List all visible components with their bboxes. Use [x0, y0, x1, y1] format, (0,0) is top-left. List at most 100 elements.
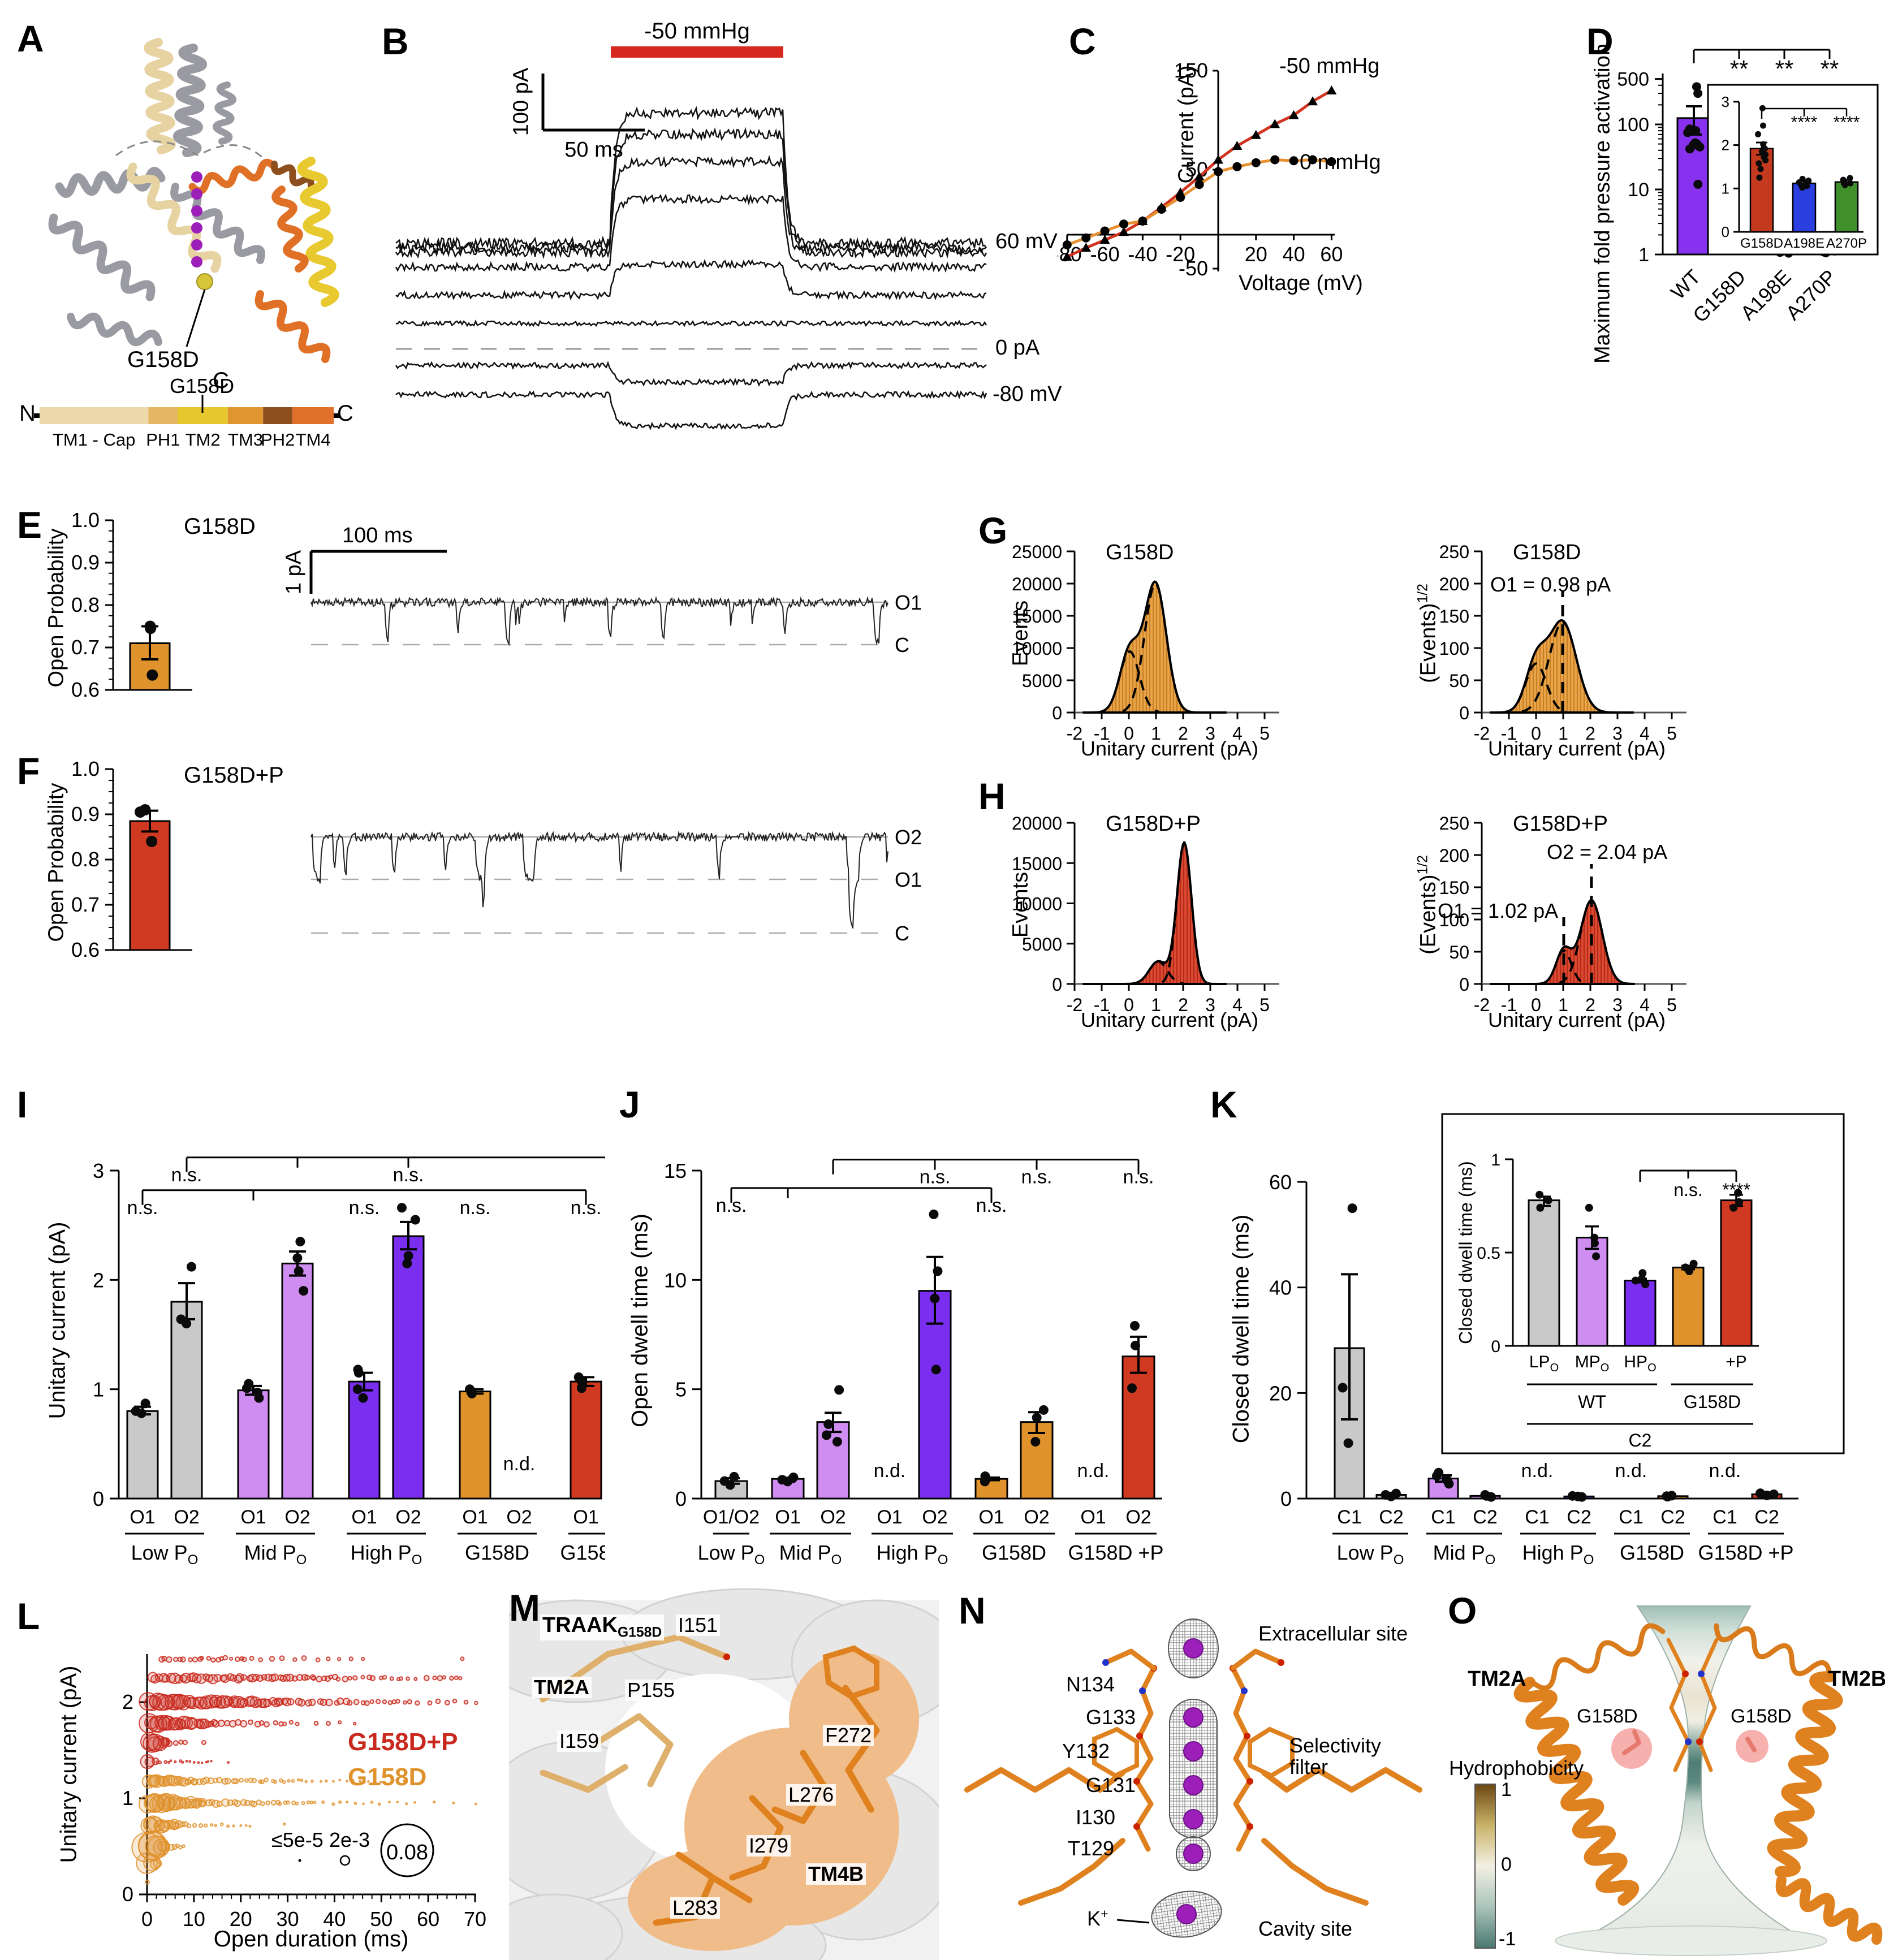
svg-text:-2: -2 — [1067, 723, 1082, 744]
bubble — [353, 1802, 357, 1805]
svg-text:3: 3 — [1722, 93, 1729, 110]
selectivity-filter-view — [964, 1618, 1422, 1938]
bubble — [282, 1721, 287, 1726]
svg-text:C2: C2 — [1567, 1506, 1591, 1528]
svg-text:100: 100 — [1439, 638, 1469, 659]
residue-i151-label: I151 — [676, 1614, 721, 1636]
svg-text:1: 1 — [1151, 723, 1161, 744]
bubble — [347, 1676, 353, 1681]
data-point — [832, 1436, 842, 1447]
bubble — [161, 1656, 167, 1661]
stick-model — [1261, 1838, 1369, 1906]
panel-o-letter: O — [1448, 1590, 1477, 1631]
bubble — [382, 1674, 387, 1680]
helix-ribbon — [1767, 1671, 1843, 1877]
data-point — [295, 1237, 305, 1247]
svg-text:O2: O2 — [284, 1506, 310, 1528]
domain-segment — [227, 407, 264, 424]
svg-text:A270P: A270P — [1826, 236, 1867, 251]
stick-model — [1697, 1638, 1719, 1772]
gaussian-component — [1541, 949, 1586, 985]
g158d-sphere — [1611, 1728, 1652, 1769]
pore-profile-graphic — [1474, 1605, 1883, 1956]
bubble — [185, 1759, 188, 1763]
sqrt-events-axis-label: (Events)1/2 — [1415, 584, 1440, 683]
trace-time-scale-label: 100 ms — [342, 524, 413, 547]
svg-text:-2: -2 — [1067, 995, 1082, 1015]
panel-m-letter: M — [509, 1587, 540, 1629]
svg-text:500: 500 — [1617, 69, 1649, 90]
bubble — [244, 1778, 249, 1783]
current-trace — [395, 361, 987, 387]
svg-text:n.d.: n.d. — [1521, 1460, 1554, 1482]
gaussian-component — [1521, 621, 1604, 713]
selectivity-filter-graphic — [964, 1618, 1422, 1938]
bubble — [320, 1698, 327, 1706]
bubble — [273, 1780, 277, 1784]
bubble — [291, 1801, 296, 1806]
current-trace — [395, 258, 987, 301]
panel-l-letter: L — [17, 1595, 40, 1637]
svg-text:n.s.: n.s. — [571, 1197, 602, 1219]
stick-model — [842, 1685, 880, 1813]
svg-text:20000: 20000 — [1012, 574, 1062, 594]
helix-ribbon — [172, 44, 208, 157]
bubble — [406, 1676, 410, 1681]
data-point — [402, 1258, 412, 1268]
svg-text:2: 2 — [122, 1690, 133, 1713]
residue-l283-label: L283 — [670, 1897, 721, 1919]
bubble — [319, 1780, 322, 1783]
bubble — [338, 1778, 341, 1782]
helix-ribbon — [1775, 1875, 1883, 1945]
svg-text:-1: -1 — [1094, 995, 1110, 1015]
svg-text:C2: C2 — [1473, 1506, 1497, 1528]
bubble — [196, 1718, 208, 1730]
svg-text:-50: -50 — [1179, 257, 1208, 280]
svg-text:2: 2 — [1585, 723, 1595, 744]
data-point — [788, 1472, 799, 1482]
bubble — [295, 1802, 299, 1806]
bubble — [413, 1677, 418, 1681]
voltage-bottom-label: -80 mV — [993, 382, 1062, 406]
bubble — [361, 1657, 365, 1661]
svg-text:150: 150 — [1439, 878, 1469, 898]
bubble — [402, 1780, 406, 1782]
level-o1-label: O1 — [895, 868, 922, 891]
svg-text:0.8: 0.8 — [71, 593, 100, 616]
svg-text:n.s.: n.s. — [1021, 1167, 1053, 1188]
level-o1-label: O1 — [895, 591, 922, 614]
bubble — [210, 1823, 214, 1827]
inset-bar — [1624, 1280, 1657, 1347]
bubble — [283, 1822, 286, 1826]
data-point — [1480, 1490, 1490, 1500]
panel-d-letter: D — [1586, 20, 1614, 62]
unitary-current-axis-label: Unitary current (pA) — [1487, 1008, 1666, 1031]
svg-text:TM4: TM4 — [296, 430, 331, 450]
hydrophobicity-tick-neg1: -1 — [1499, 1928, 1516, 1950]
current-axis-label: Current (pA) — [1174, 65, 1198, 184]
svg-text:+P: +P — [1726, 1353, 1747, 1371]
bubble — [405, 1802, 408, 1806]
bubble — [452, 1801, 455, 1804]
bubble — [346, 1780, 348, 1783]
svg-text:TM3: TM3 — [228, 430, 263, 450]
svg-text:0.6: 0.6 — [71, 678, 100, 701]
extracellular-site-label: Extracellular site — [1258, 1622, 1408, 1645]
panel-c-letter: C — [1069, 20, 1096, 62]
panel-f-letter: F — [17, 750, 40, 792]
series-label-0mmhg: 0 mmHg — [1300, 150, 1381, 174]
bubble — [389, 1676, 394, 1681]
stick-model — [590, 1713, 674, 1788]
bubble — [311, 1676, 317, 1681]
bubble — [182, 1844, 186, 1849]
bubble — [222, 1655, 228, 1661]
bubble — [375, 1699, 381, 1704]
bubble — [308, 1698, 316, 1706]
bubble — [248, 1824, 252, 1828]
svg-text:n.s.: n.s. — [349, 1197, 380, 1219]
bubble — [458, 1676, 463, 1681]
